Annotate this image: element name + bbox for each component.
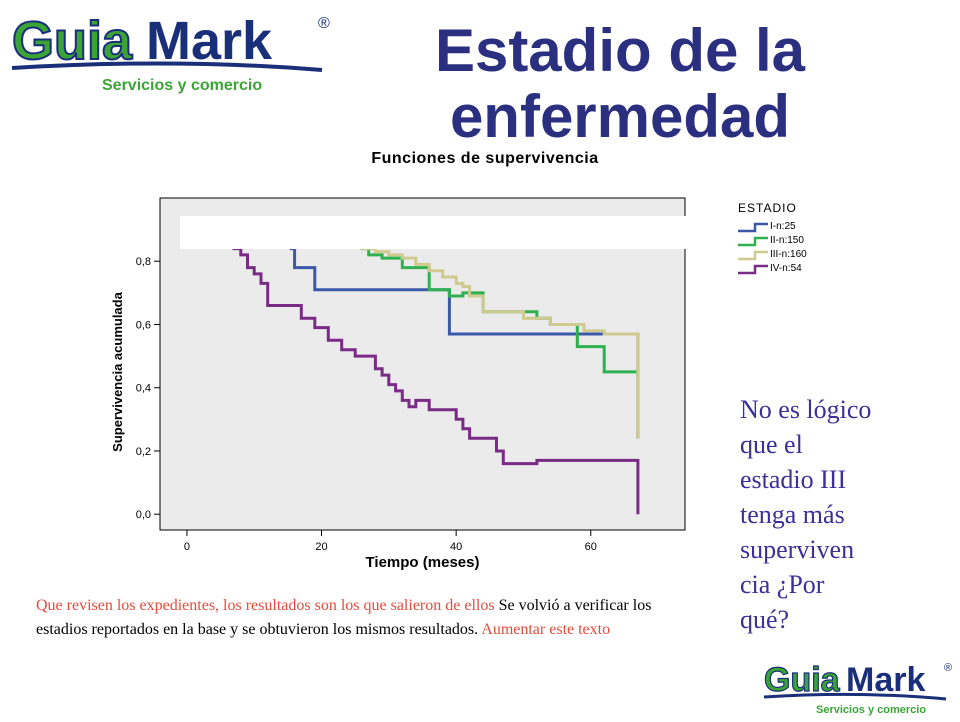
x-axis-label: Tiempo (meses)	[366, 554, 480, 571]
legend-label: I-n:25	[770, 221, 796, 232]
x-tick-label: 20	[315, 541, 327, 553]
plot-area	[159, 197, 686, 531]
logo-small-text-green: Guia	[764, 661, 841, 699]
logo-small-swoosh	[763, 692, 947, 701]
guiamark-logo: Guia Mark ® Servicios y comercio	[6, 4, 336, 96]
overlay-band	[180, 216, 686, 249]
logo-tagline: Servicios y comercio	[102, 77, 262, 94]
x-tick-label: 0	[184, 541, 190, 553]
y-axis-label: Supervivencia acumulada	[110, 291, 125, 451]
logo-text-blue: Mark	[146, 11, 273, 71]
logo-text-green: Guia	[12, 11, 133, 71]
logo-small-tagline: Servicios y comercio	[816, 704, 926, 716]
legend-label: III-n:160	[770, 249, 807, 260]
chart-title: Funciones de supervivencia	[371, 150, 599, 167]
y-tick-label: 0,6	[136, 319, 151, 331]
legend-label: IV-n:54	[770, 263, 802, 274]
logo-small-registered: ®	[944, 662, 952, 674]
legend-swatch	[738, 250, 768, 261]
guiamark-logo-small: Guia Mark ® Servicios y comercio	[760, 655, 956, 717]
y-tick-label: 0,2	[136, 446, 151, 458]
y-tick-label: 0,8	[136, 256, 151, 268]
x-tick-label: 40	[450, 541, 462, 553]
logo-small-text-blue: Mark	[846, 661, 925, 699]
series-line	[220, 221, 640, 515]
logo-swoosh	[11, 61, 323, 72]
logo-registered: ®	[318, 15, 330, 32]
bottom-text-black: Se volvió a verificar los estadios repor…	[36, 597, 652, 638]
legend-swatch	[738, 222, 768, 233]
y-tick-label: 0,4	[136, 383, 151, 395]
bottom-text-red-2: Aumentar este texto	[478, 621, 611, 638]
survival-chart: 0,0 0,2 0,4 0,6 0,8 0 20 40 60 Tiempo (meses) Supe…	[110, 197, 807, 571]
note-question: No es lógico que el estadio III tenga má…	[740, 395, 872, 634]
slide-title: Estadio de la enfermedad	[434, 17, 806, 150]
y-tick-label: 0,0	[136, 509, 151, 521]
legend-swatch	[738, 236, 768, 247]
x-tick-label: 60	[585, 541, 597, 553]
legend-swatch	[738, 264, 768, 275]
bottom-text: Que revisen los expedientes, los resulta…	[36, 594, 686, 642]
bottom-text-red-1: Que revisen los expedientes, los resulta…	[36, 597, 495, 614]
legend-label: II-n:150	[770, 235, 804, 246]
series-line	[301, 234, 640, 439]
legend-title: ESTADIO	[738, 201, 797, 215]
